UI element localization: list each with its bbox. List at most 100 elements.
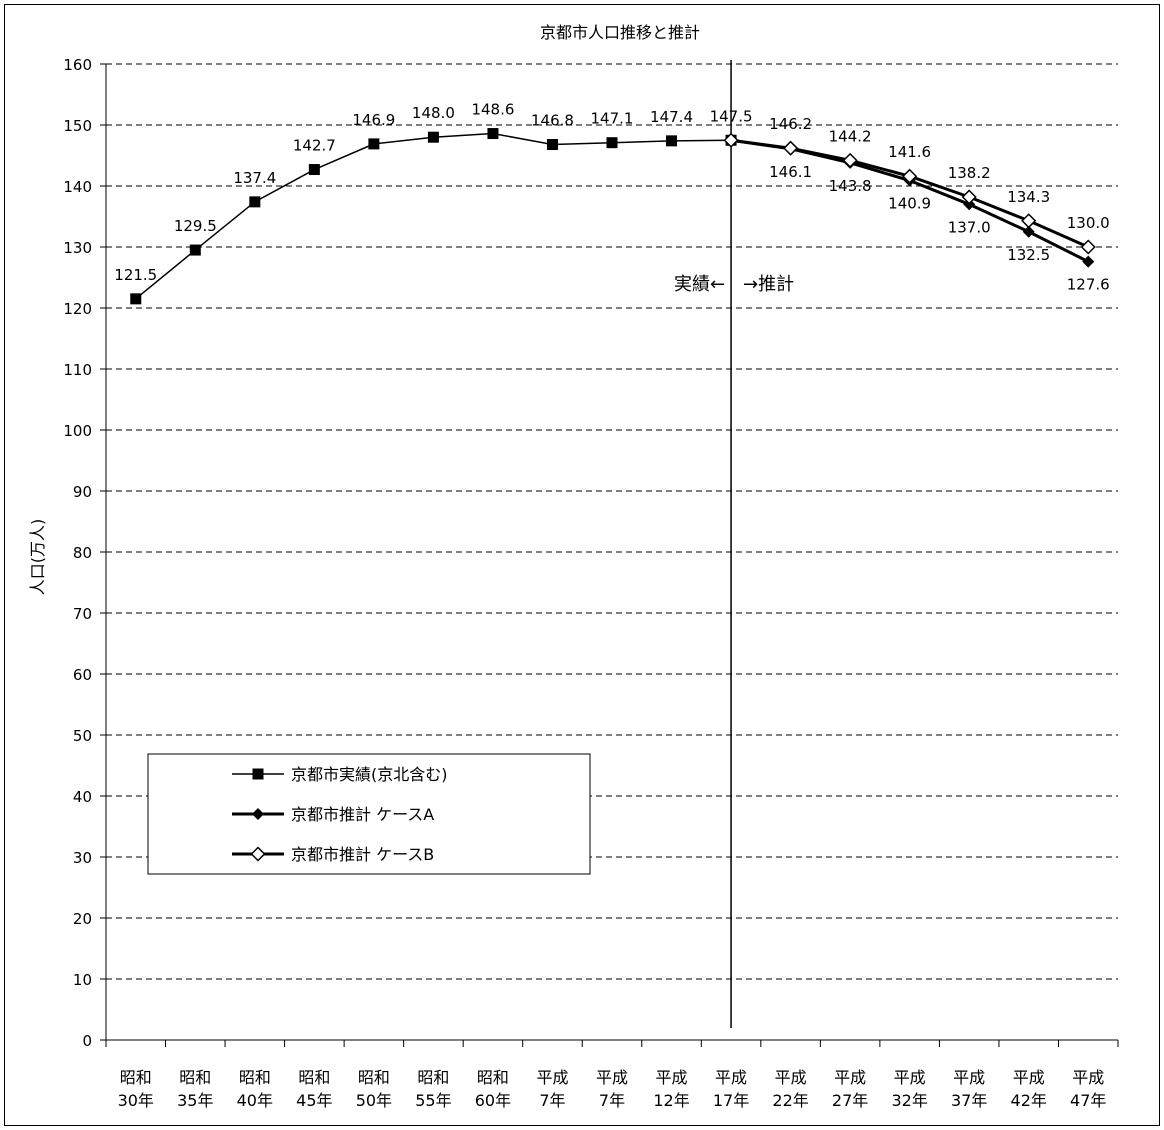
x-tick-label: 40年 [237, 1091, 273, 1110]
data-label: 134.3 [1007, 188, 1050, 206]
actual-forecast-divider: 実績← →推計 [674, 60, 794, 1028]
y-tick-label: 130 [63, 239, 92, 257]
y-tick-label: 100 [63, 422, 92, 440]
x-tick-label: 27年 [832, 1091, 868, 1110]
x-tick-label: 昭和 [120, 1068, 152, 1087]
x-tick-label: 37年 [951, 1091, 987, 1110]
series-2-point [902, 168, 918, 184]
legend: 京都市実績(京北含む) 京都市推計 ケースA 京都市推計 ケースB [147, 753, 591, 875]
data-label: 148.0 [412, 104, 455, 122]
data-label: 147.1 [591, 110, 634, 128]
x-tick-label: 47年 [1070, 1091, 1106, 1110]
series-group [130, 128, 1096, 305]
x-tick-label: 平成 [596, 1068, 628, 1087]
series-0-point [308, 164, 320, 176]
data-label: 137.0 [948, 218, 991, 236]
x-tick-label: 昭和 [417, 1068, 449, 1087]
data-label: 141.6 [888, 143, 931, 161]
legend-label: 京都市推計 ケースA [291, 805, 434, 824]
series-2-point [1080, 239, 1096, 255]
series-2-point [783, 140, 799, 156]
x-tick-label: 7年 [539, 1091, 565, 1110]
legend-label: 京都市推計 ケースB [291, 845, 434, 864]
y-tick-label: 140 [63, 178, 92, 196]
series-0-point [249, 196, 261, 208]
y-tick-labels: 0 10 20 30 40 50 60 70 80 90 100 110 120 130 140 150 160 [63, 56, 92, 1050]
data-label: 127.6 [1067, 276, 1110, 294]
y-tick-label: 70 [73, 605, 92, 623]
legend-label: 京都市実績(京北含む) [291, 765, 448, 784]
y-tick-label: 50 [73, 727, 92, 745]
y-tick-label: 110 [63, 361, 92, 379]
series-0-point [368, 138, 380, 150]
y-tick-label: 0 [82, 1032, 92, 1050]
x-tick-label: 60年 [475, 1091, 511, 1110]
series-1-point [1022, 225, 1035, 238]
divider-label: 実績← →推計 [674, 274, 794, 295]
data-label: 129.5 [174, 217, 217, 235]
y-tick-label: 60 [73, 666, 92, 684]
x-tick-label: 平成 [894, 1068, 926, 1087]
x-tick-label: 昭和 [358, 1068, 390, 1087]
series-2-point [723, 132, 739, 148]
x-tick-label: 昭和 [298, 1068, 330, 1087]
data-label: 138.2 [948, 164, 991, 182]
legend-marker [250, 846, 266, 862]
series-line [135, 132, 732, 300]
data-label: 140.9 [888, 195, 931, 213]
x-tick-label: 45年 [296, 1091, 332, 1110]
y-tick-label: 80 [73, 544, 92, 562]
series-0-point [606, 137, 618, 149]
x-tick-label: 22年 [772, 1091, 808, 1110]
x-tick-label: 平成 [834, 1068, 866, 1087]
y-tick-label: 120 [63, 300, 92, 318]
x-tick-label: 平成 [536, 1068, 568, 1087]
x-tick-label: 55年 [415, 1091, 451, 1110]
y-tick-label: 10 [73, 971, 92, 989]
series-0-point [189, 244, 201, 256]
data-label: 144.2 [829, 127, 872, 145]
x-tick-label: 32年 [891, 1091, 927, 1110]
gridlines [106, 63, 1118, 980]
y-tick-label: 30 [73, 849, 92, 867]
x-tick-label: 昭和 [239, 1068, 271, 1087]
y-tick-label: 90 [73, 483, 92, 501]
data-label: 132.5 [1007, 246, 1050, 264]
data-label: 121.5 [114, 266, 157, 284]
x-tick-label: 17年 [713, 1091, 749, 1110]
x-tick-label: 平成 [1072, 1068, 1104, 1087]
x-tick-label: 7年 [599, 1091, 625, 1110]
x-tick-label: 42年 [1011, 1091, 1047, 1110]
data-label: 142.7 [293, 137, 336, 155]
y-tick-label: 150 [63, 117, 92, 135]
data-label: 130.0 [1067, 214, 1110, 232]
series-2-point [961, 189, 977, 205]
series-0-point [666, 135, 678, 147]
data-label: 143.8 [829, 177, 872, 195]
y-tick-label: 20 [73, 910, 92, 928]
x-tick-label: 平成 [775, 1068, 807, 1087]
chart-title: 京都市人口推移と推計 [540, 23, 700, 42]
series-1-point [1082, 255, 1095, 268]
x-tick-label: 35年 [177, 1091, 213, 1110]
x-tick-label: 平成 [953, 1068, 985, 1087]
y-tick-label: 40 [73, 788, 92, 806]
x-tick-label: 平成 [656, 1068, 688, 1087]
data-labels: 121.5 129.5 137.4 142.7 146.9 148.0 148.6 146.8… [114, 101, 1109, 294]
x-tick-label: 50年 [356, 1091, 392, 1110]
series-0-point [487, 128, 499, 140]
series-2-point [842, 152, 858, 168]
series-2-point [1021, 213, 1037, 229]
x-tick-label: 昭和 [477, 1068, 509, 1087]
y-tick-label: 160 [63, 56, 92, 74]
data-label: 147.4 [650, 108, 693, 126]
x-tick-labels: 昭和 30年 昭和 35年 昭和 40年 昭和 45年 昭和 50年 昭和 55年 昭和 60年 平成 7年 平… [118, 1068, 1107, 1110]
legend-box [147, 753, 591, 875]
series-0-point [546, 139, 558, 151]
data-label: 137.4 [233, 169, 276, 187]
legend-marker [252, 808, 264, 820]
axes [100, 63, 1119, 1047]
data-label: 146.2 [769, 115, 812, 133]
x-tick-label: 12年 [653, 1091, 689, 1110]
